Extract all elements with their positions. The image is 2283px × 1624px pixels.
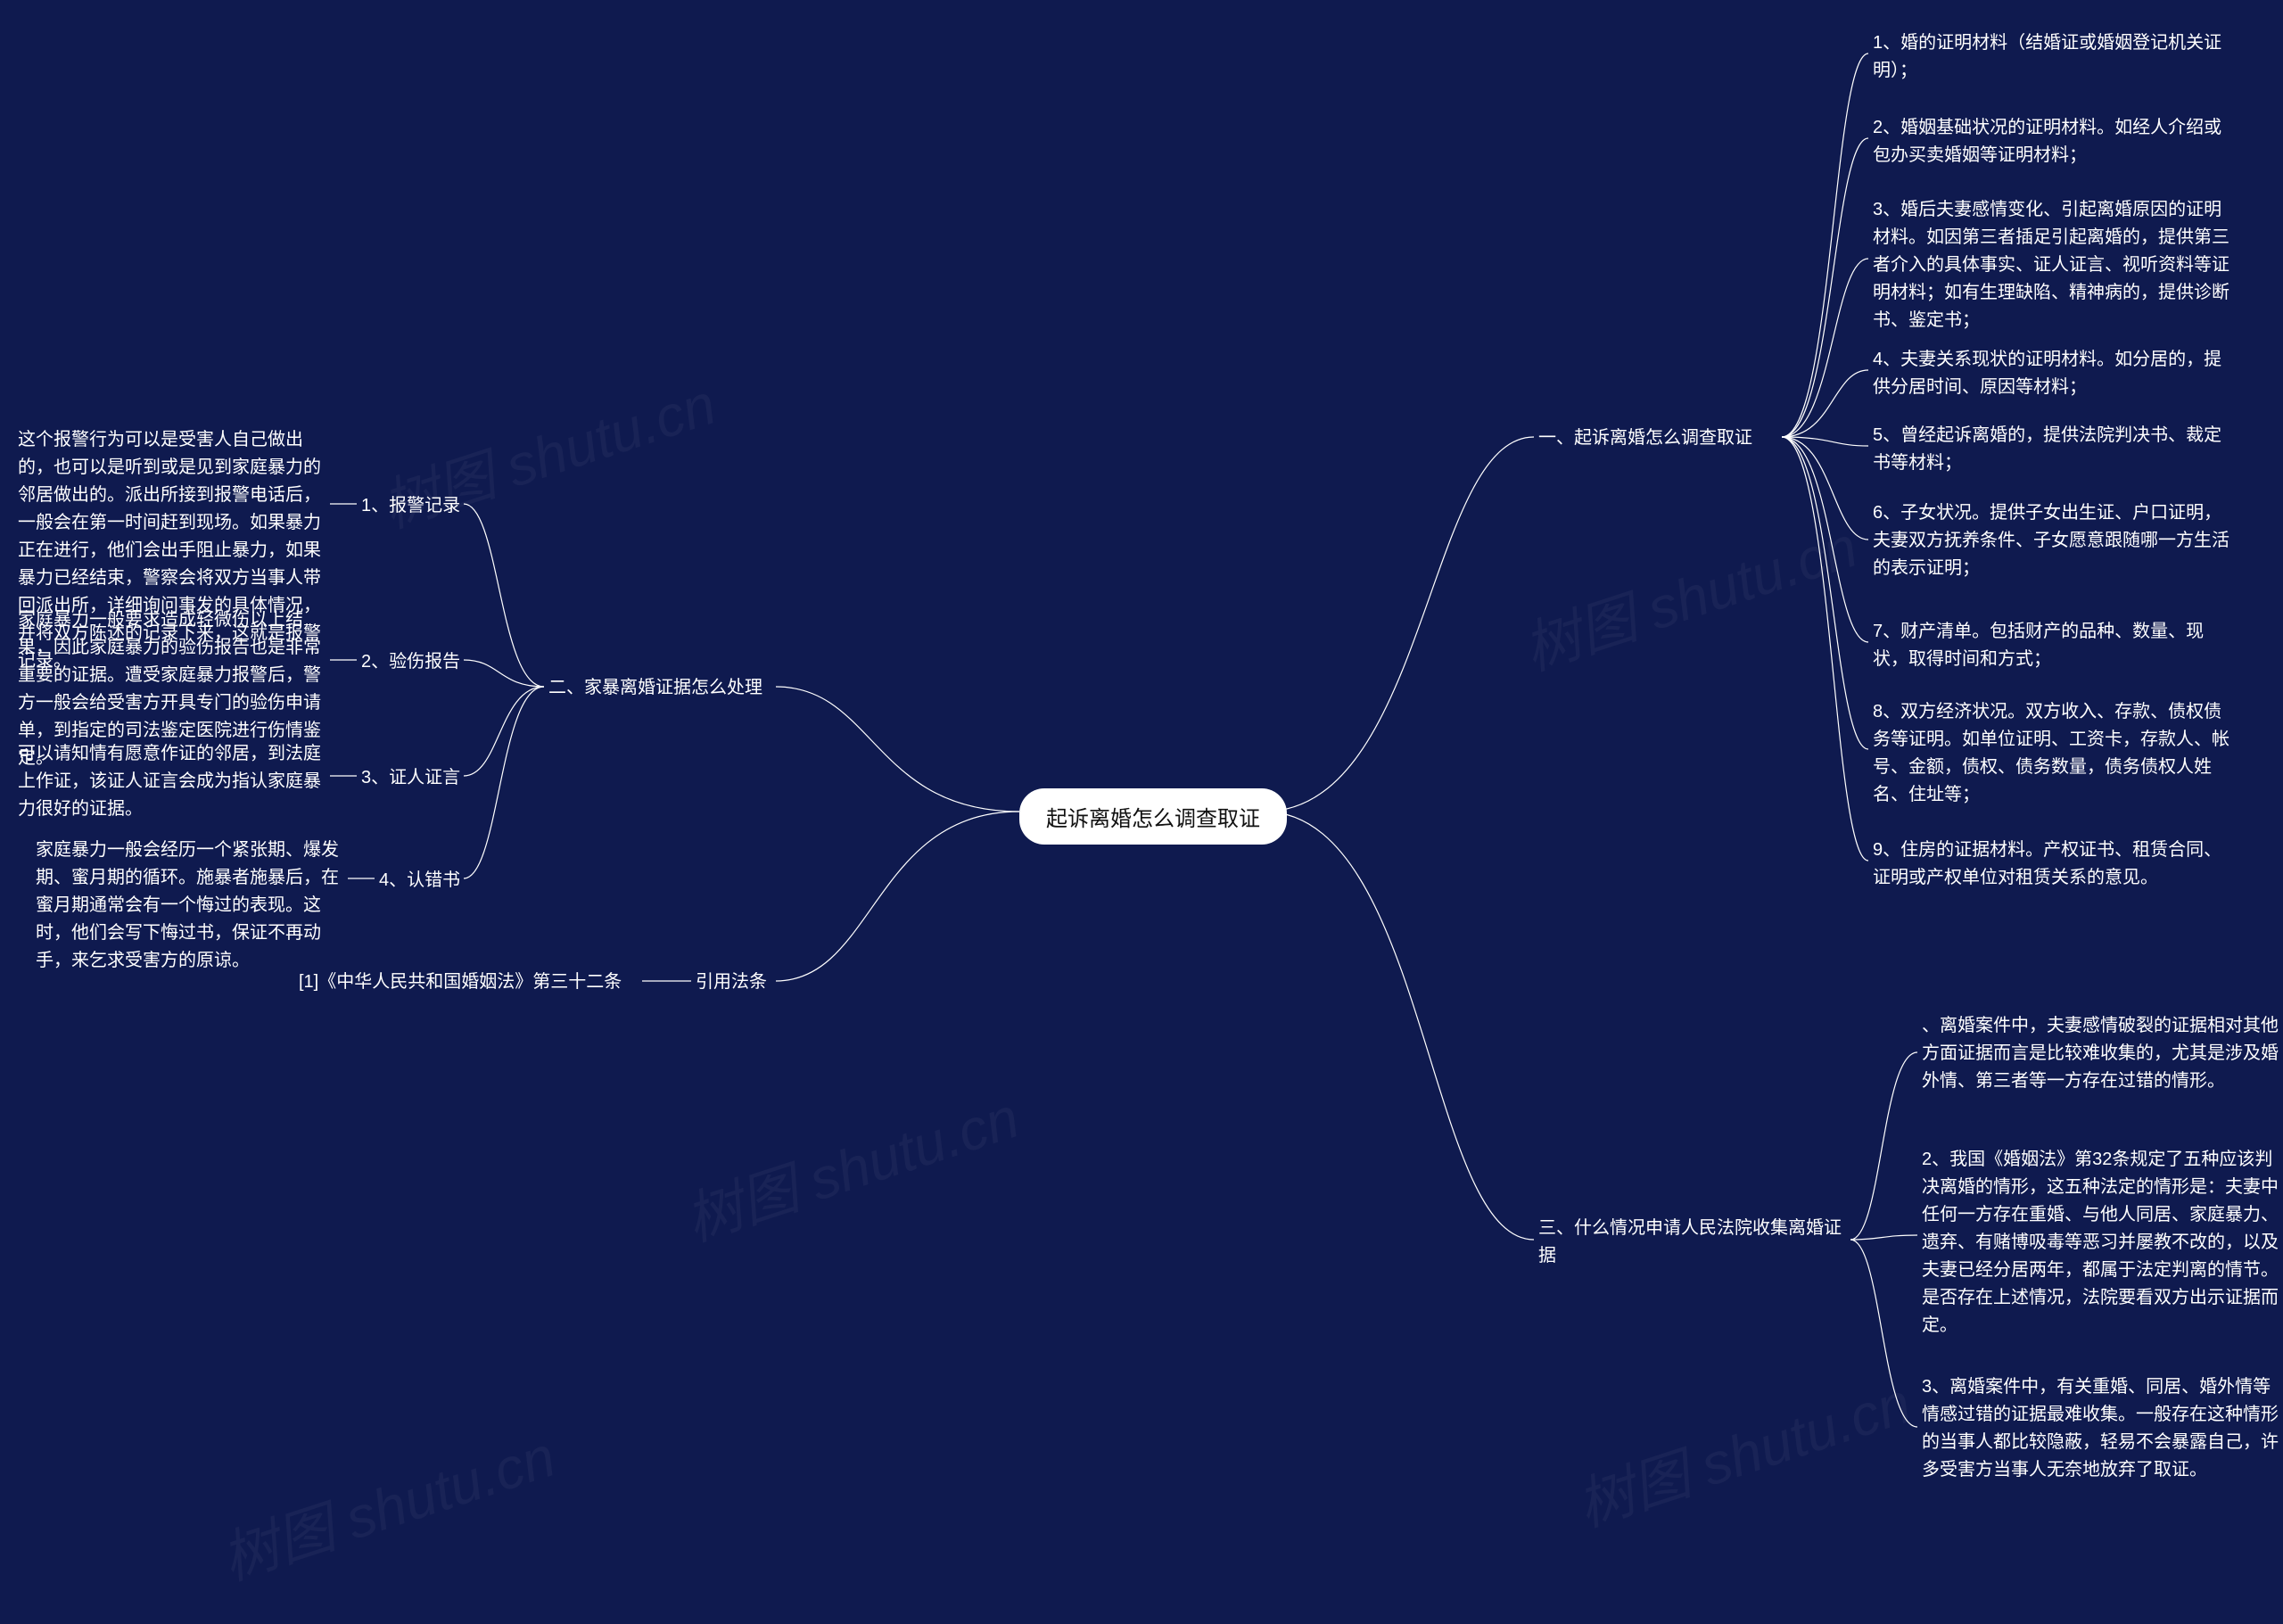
leaf-l1-0-key: 1、报警记录 <box>361 492 460 520</box>
leaf-r2-2: 3、离婚案件中，有关重婚、同居、婚外情等情感过错的证据最难收集。一般存在这种情形… <box>1922 1373 2279 1484</box>
watermark: 树图 shutu.cn <box>673 1072 1027 1257</box>
leaf-r2-0: 、离婚案件中，夫妻感情破裂的证据相对其他方面证据而言是比较难收集的，尤其是涉及婚… <box>1922 1012 2279 1095</box>
leaf-l1-2: 可以请知情有愿意作证的邻居，到法庭上作证，该证人证言会成为指认家庭暴力很好的证据… <box>0 740 326 823</box>
watermark: 树图 shutu.cn <box>1512 501 1866 686</box>
leaf-r1-3: 4、夫妻关系现状的证明材料。如分居的，提供分居时间、原因等材料； <box>1873 346 2229 401</box>
branch-r2[interactable]: 三、什么情况申请人民法院收集离婚证据 <box>1538 1215 1842 1270</box>
branch-r1[interactable]: 一、起诉离婚怎么调查取证 <box>1538 425 1752 452</box>
leaf-r1-7: 8、双方经济状况。双方收入、存款、债权债务等证明。如单位证明、工资卡，存款人、帐… <box>1873 698 2229 809</box>
leaf-r1-5: 6、子女状况。提供子女出生证、户口证明，夫妻双方抚养条件、子女愿意跟随哪一方生活… <box>1873 499 2229 582</box>
leaf-l2-0: [1]《中华人民共和国婚姻法》第三十二条 <box>299 969 622 996</box>
watermark: 树图 shutu.cn <box>210 1411 564 1595</box>
branch-l1[interactable]: 二、家暴离婚证据怎么处理 <box>548 674 762 702</box>
mindmap-canvas: 树图 shutu.cn 树图 shutu.cn 树图 shutu.cn 树图 s… <box>0 0 2283 1624</box>
leaf-r1-1: 2、婚姻基础状况的证明材料。如经人介绍或包办买卖婚姻等证明材料； <box>1873 114 2229 169</box>
leaf-l1-2-key: 3、证人证言 <box>361 764 460 792</box>
leaf-r1-2: 3、婚后夫妻感情变化、引起离婚原因的证明材料。如因第三者插足引起离婚的，提供第三… <box>1873 196 2229 334</box>
center-node[interactable]: 起诉离婚怎么调查取证 <box>1019 788 1287 845</box>
leaf-r1-0: 1、婚的证明材料（结婚证或婚姻登记机关证明）； <box>1873 29 2229 85</box>
leaf-r1-8: 9、住房的证据材料。产权证书、租赁合同、证明或产权单位对租赁关系的意见。 <box>1873 837 2229 892</box>
leaf-r2-1: 2、我国《婚姻法》第32条规定了五种应该判决离婚的情形，这五种法定的情形是：夫妻… <box>1922 1146 2279 1340</box>
leaf-l1-3-key: 4、认错书 <box>379 867 460 894</box>
watermark: 树图 shutu.cn <box>1565 1357 1919 1542</box>
leaf-r1-6: 7、财产清单。包括财产的品种、数量、现状，取得时间和方式； <box>1873 618 2229 673</box>
leaf-l1-3: 家庭暴力一般会经历一个紧张期、爆发期、蜜月期的循环。施暴者施暴后，在蜜月期通常会… <box>0 837 343 975</box>
branch-l2[interactable]: 引用法条 <box>696 969 767 996</box>
leaf-l1-1-key: 2、验伤报告 <box>361 648 460 676</box>
leaf-r1-4: 5、曾经起诉离婚的，提供法院判决书、裁定书等材料； <box>1873 422 2229 477</box>
